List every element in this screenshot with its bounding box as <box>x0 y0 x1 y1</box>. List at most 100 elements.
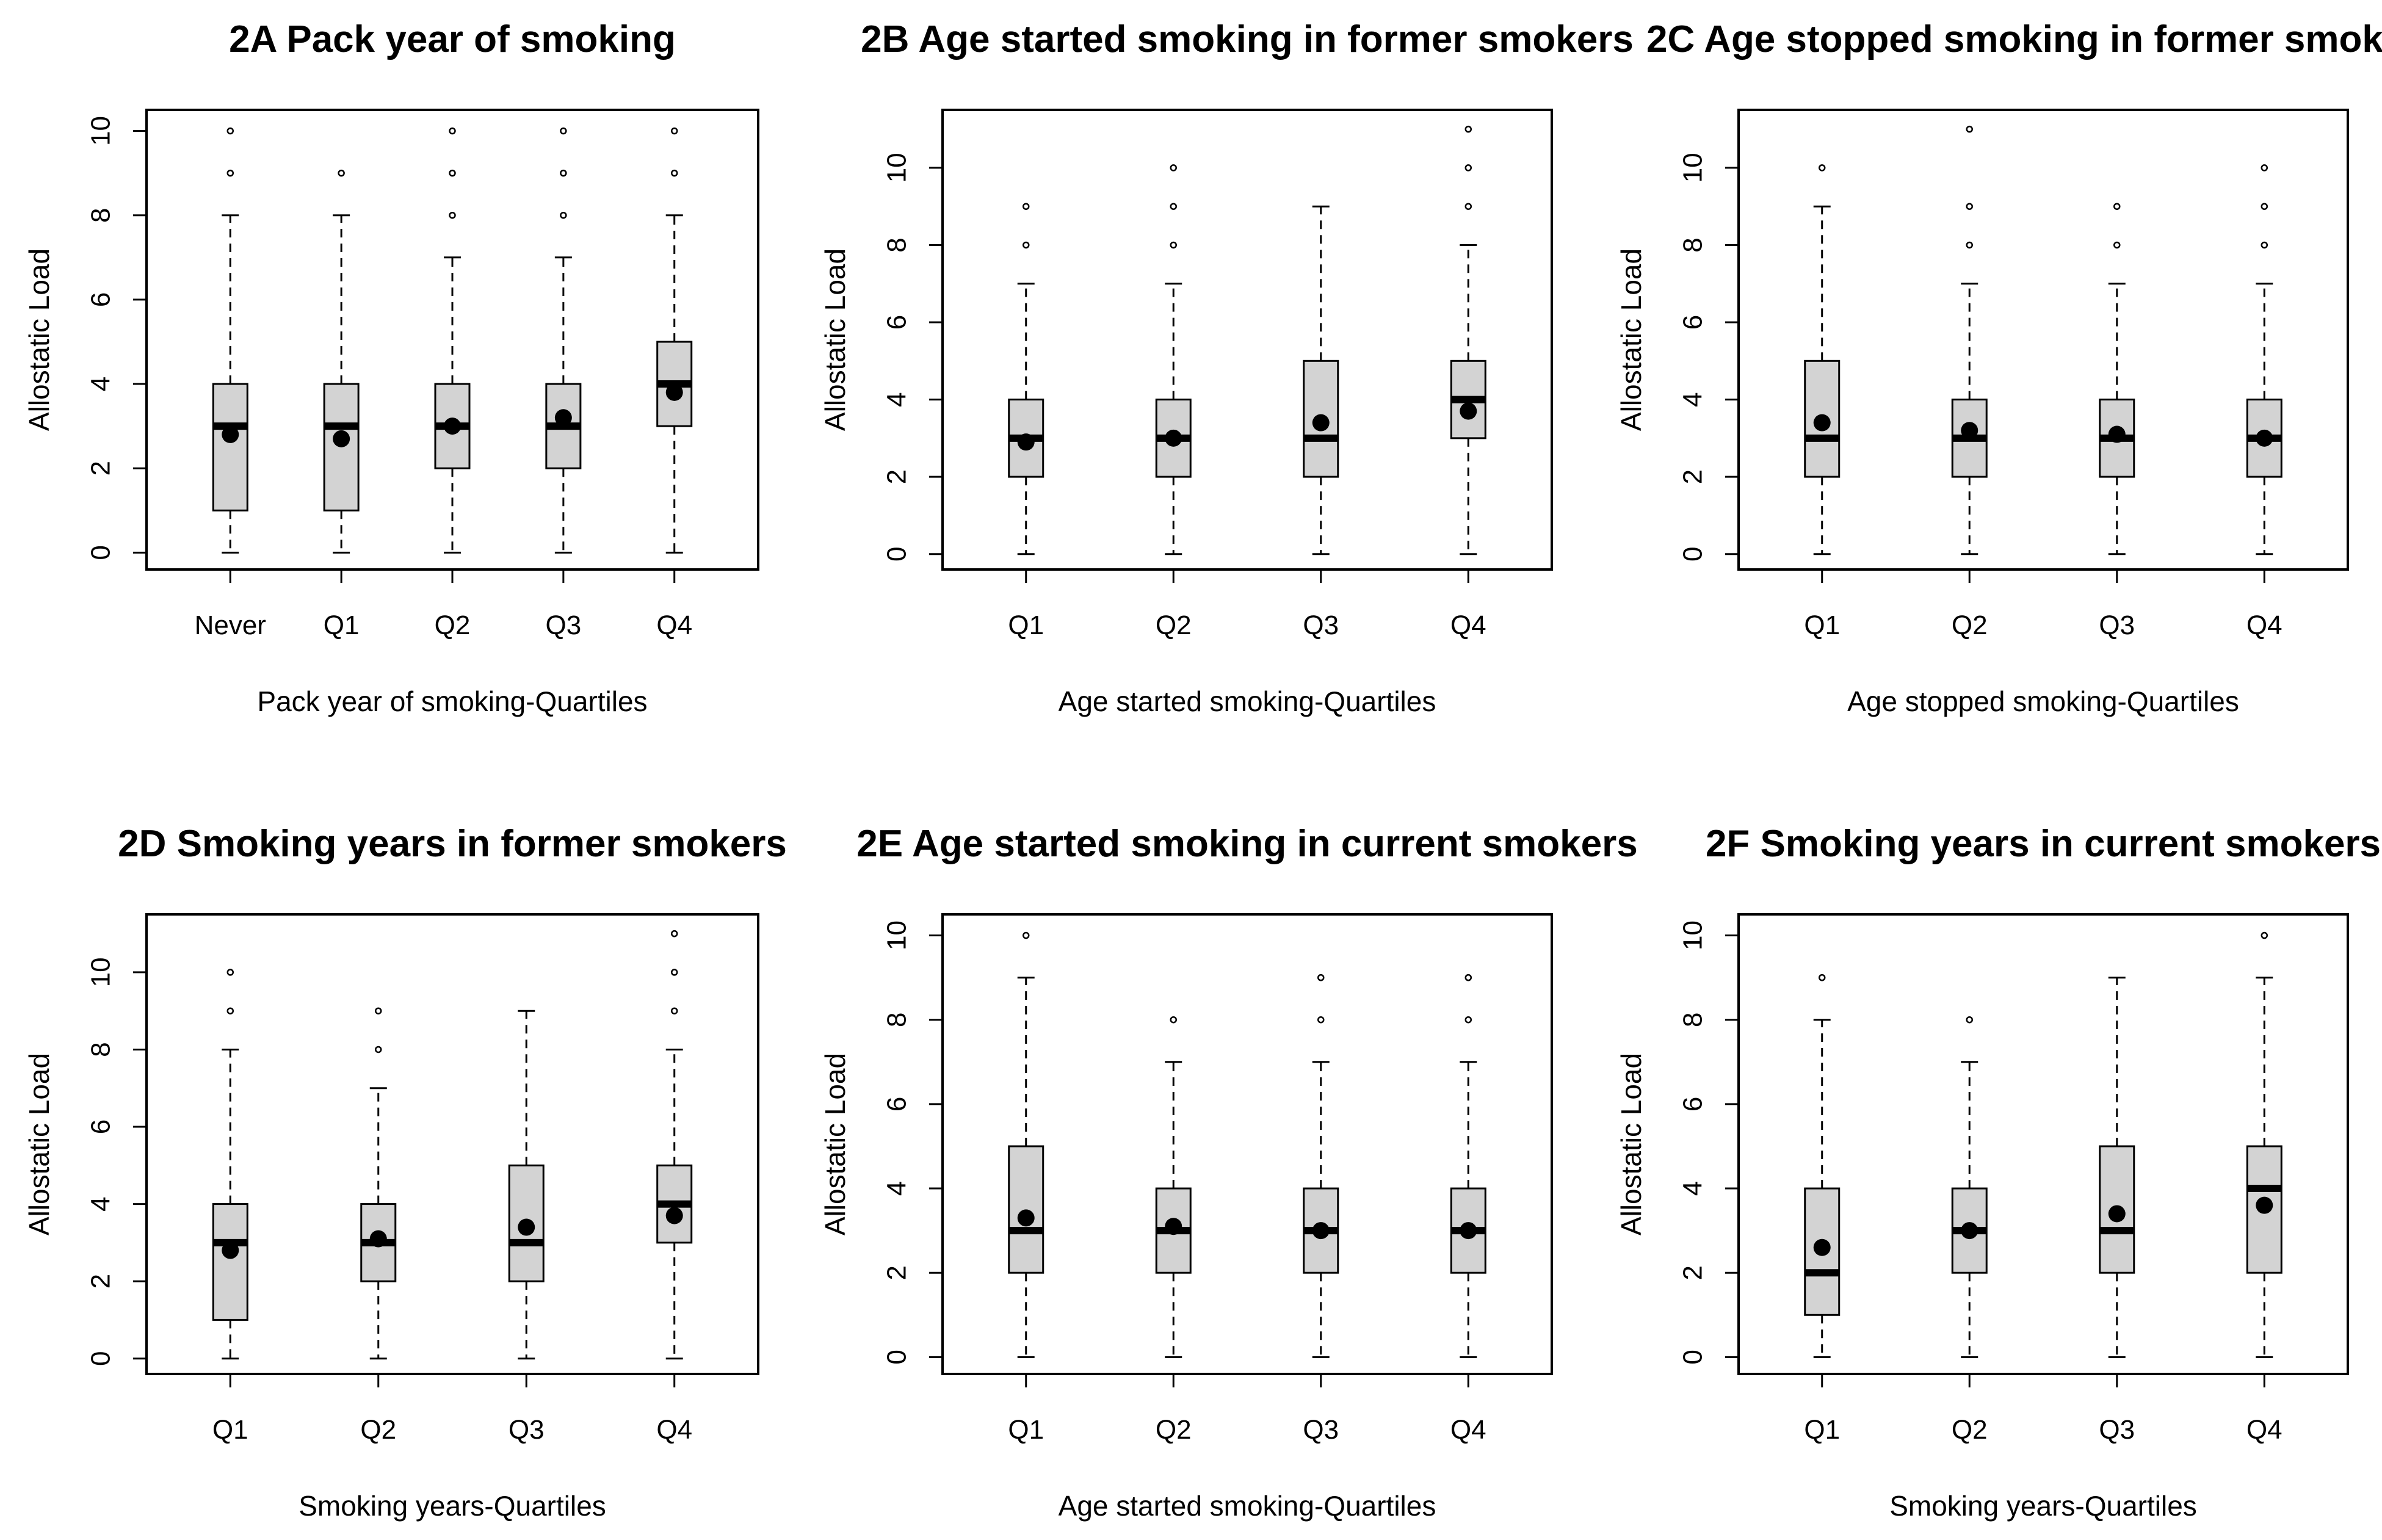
y-tick-label: 0 <box>1678 546 1708 561</box>
outlier-point <box>226 127 234 135</box>
box-Q4: Q4 <box>656 127 693 640</box>
x-tick-label: Q4 <box>2246 610 2282 640</box>
x-tick-label: Q2 <box>360 1415 396 1445</box>
box-Q3: Q3 <box>545 127 582 640</box>
mean-point <box>222 1242 239 1259</box>
box-Q1: Q1 <box>323 169 360 640</box>
outlier-point <box>449 211 456 219</box>
x-tick-label: Q1 <box>1804 1415 1840 1445</box>
outlier-point <box>1966 125 1973 133</box>
x-tick-label: Q3 <box>2099 1415 2135 1445</box>
y-axis-label: Allostatic Load <box>23 248 55 431</box>
mean-point <box>1460 1222 1477 1240</box>
box-Q4: Q4 <box>2246 931 2282 1445</box>
y-axis-label: Allostatic Load <box>819 1053 851 1235</box>
outlier-point <box>2261 931 2268 939</box>
y-tick-label: 2 <box>1678 1265 1708 1280</box>
y-tick-label: 2 <box>882 1265 912 1280</box>
outlier-point <box>1170 203 1177 210</box>
iqr-box <box>212 1203 248 1321</box>
plot-frame <box>941 109 1553 571</box>
y-axis-label: Allostatic Load <box>1615 248 1647 431</box>
outlier-point <box>2113 203 2121 210</box>
y-tick-label: 0 <box>86 1351 116 1365</box>
mean-point <box>2256 429 2273 447</box>
y-tick-label: 2 <box>86 1274 116 1289</box>
x-tick-label: Q4 <box>2246 1415 2282 1445</box>
panel-1: 2A Pack year of smoking 0 2 4 6 8 10 Allostatic… <box>23 18 759 717</box>
y-tick-label: 8 <box>86 208 116 222</box>
y-tick-label: 10 <box>1678 920 1708 950</box>
y-tick-label: 4 <box>882 392 912 407</box>
y-tick-label: 10 <box>882 920 912 950</box>
y-tick-label: 8 <box>86 1042 116 1057</box>
mean-point <box>1165 1218 1182 1235</box>
outlier-point <box>670 969 678 976</box>
plot-frame <box>145 913 759 1375</box>
outlier-point <box>1022 203 1030 210</box>
y-tick-label: 4 <box>86 377 116 391</box>
mean-point <box>518 1218 535 1236</box>
y-tick-label: 6 <box>1678 315 1708 330</box>
y-tick-label: 6 <box>86 1119 116 1134</box>
box-Q2: Q2 <box>1155 1016 1192 1445</box>
mean-point <box>2108 1205 2126 1223</box>
outlier-point <box>560 127 567 135</box>
outlier-point <box>226 969 234 976</box>
x-tick-label: Never <box>195 610 266 640</box>
y-tick-label: 10 <box>1678 153 1708 183</box>
y-tick-label: 0 <box>86 545 116 560</box>
mean-point <box>1813 1238 1831 1256</box>
y-tick-label: 10 <box>86 116 116 146</box>
y-tick-label: 6 <box>882 1097 912 1112</box>
y-tick-label: 8 <box>882 1012 912 1027</box>
x-tick-label: Q4 <box>1450 610 1486 640</box>
outlier-point <box>1317 1016 1325 1024</box>
outlier-point <box>1966 241 1973 249</box>
outlier-point <box>1170 241 1177 249</box>
y-tick-label: 2 <box>1678 469 1708 484</box>
x-tick-label: Q3 <box>509 1415 545 1445</box>
box-Q1: Q1 <box>212 969 248 1445</box>
plot-frame <box>1737 109 2349 571</box>
outlier-point <box>1170 164 1177 172</box>
panel-title: 2F Smoking years in current smokers <box>1706 823 2381 865</box>
outlier-point <box>226 169 234 177</box>
mean-point <box>554 409 572 427</box>
x-tick-label: Q2 <box>1156 610 1192 640</box>
box-Q1: Q1 <box>1804 974 1841 1445</box>
y-tick-label: 2 <box>882 469 912 484</box>
box-Q3: Q3 <box>2099 203 2135 640</box>
x-tick-label: Q3 <box>2099 610 2135 640</box>
panel-title: 2B Age started smoking in former smokers <box>861 18 1634 60</box>
y-tick-label: 6 <box>882 315 912 330</box>
outlier-point <box>670 1007 678 1014</box>
panel-5: 2E Age started smoking in current smoker… <box>819 823 1638 1522</box>
mean-point <box>369 1230 387 1248</box>
y-tick-label: 0 <box>882 546 912 561</box>
y-tick-label: 8 <box>1678 1012 1708 1027</box>
mean-point <box>1813 414 1831 432</box>
mean-point <box>333 430 350 447</box>
box-Q1: Q1 <box>1008 931 1044 1445</box>
y-tick-label: 4 <box>1678 1181 1708 1196</box>
panel-title: 2C Age stopped smoking in former smokers <box>1646 18 2382 60</box>
box-Q2: Q2 <box>360 1007 397 1445</box>
outlier-point <box>1170 1016 1177 1024</box>
plot-frame <box>941 913 1553 1375</box>
mean-point <box>1961 1222 1978 1240</box>
box-Never: Never <box>195 127 266 640</box>
y-axis-label: Allostatic Load <box>1615 1053 1647 1235</box>
iqr-box <box>212 383 248 512</box>
box-Q2: Q2 <box>1951 1016 1988 1445</box>
outlier-point <box>1317 974 1325 981</box>
y-tick-label: 4 <box>1678 392 1708 407</box>
y-tick-label: 2 <box>86 461 116 475</box>
outlier-point <box>1464 125 1472 133</box>
x-tick-label: Q4 <box>656 1415 692 1445</box>
plot-frame <box>1737 913 2349 1375</box>
x-axis-label: Age started smoking-Quartiles <box>1059 685 1436 717</box>
x-tick-label: Q2 <box>1156 1415 1192 1445</box>
x-axis-label: Smoking years-Quartiles <box>1889 1490 2197 1522</box>
